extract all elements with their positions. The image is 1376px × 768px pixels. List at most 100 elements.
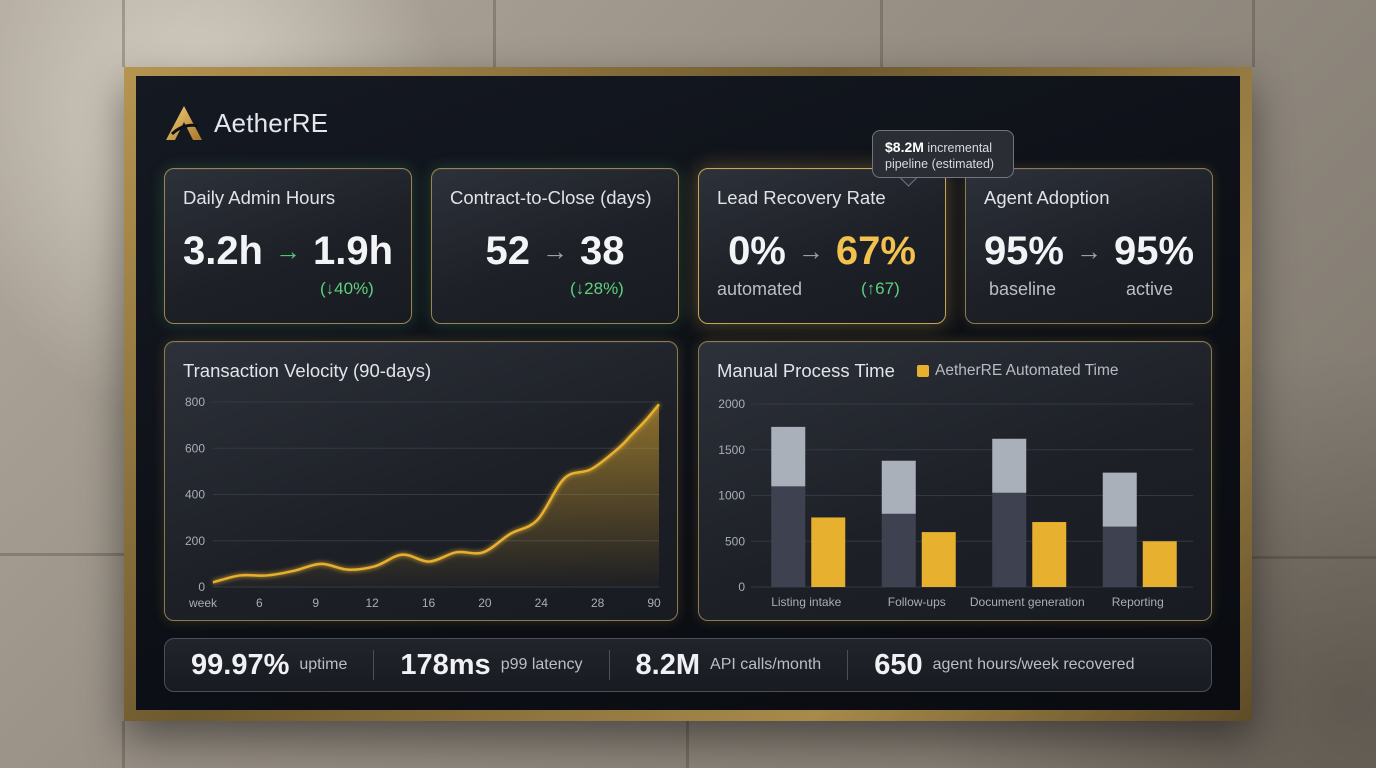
y-tick-label: 600 <box>185 441 205 455</box>
series-area <box>213 404 659 587</box>
kpi-before-value: 3.2h <box>182 229 263 273</box>
kpi-card-contract-to-close[interactable]: Contract-to-Close (days) 52 → 38 (↓28%) <box>431 168 679 324</box>
brand-logo[interactable]: AetherRE <box>164 104 328 142</box>
y-tick-label: 0 <box>738 580 745 594</box>
kpi-before-value: 0% <box>728 229 786 273</box>
kpi-title: Lead Recovery Rate <box>717 187 886 208</box>
x-tick-label: 28 <box>591 596 605 610</box>
tooltip-value: $8.2M <box>885 139 924 155</box>
x-tick-label: 90 <box>647 596 661 610</box>
y-tick-label: 2000 <box>718 397 745 411</box>
metric-uptime: 99.97% uptime <box>165 639 373 691</box>
metric-latency: 178ms p99 latency <box>374 639 608 691</box>
metric-value: 99.97% <box>191 648 290 681</box>
arrow-right-icon: → <box>797 236 824 266</box>
bar-manual-base <box>992 492 1027 587</box>
x-tick-label: 16 <box>422 596 436 610</box>
x-tick-label: Reporting <box>1112 595 1164 609</box>
transaction-velocity-chart: 0 200 400 600 800 week 6 9 12 16 20 24 28 90 <box>185 395 661 610</box>
tile-seam <box>122 721 125 768</box>
divider <box>847 650 849 680</box>
tile-seam <box>0 553 124 556</box>
kpi-values: 95% → 95% <box>966 229 1212 274</box>
kpi-after-value: 38 <box>580 229 625 273</box>
tile-seam <box>122 0 125 67</box>
bar-automated <box>811 517 846 587</box>
tile-seam <box>880 0 883 67</box>
kpi-before-value: 95% <box>983 229 1064 273</box>
divider <box>373 650 375 680</box>
metric-hours-recovered: 650 agent hours/week recovered <box>848 639 1160 691</box>
x-tick-label: Document generation <box>970 595 1085 609</box>
bar-manual-top <box>881 460 916 514</box>
y-tick-label: 800 <box>185 395 205 409</box>
tooltip-line1: incremental <box>927 141 993 155</box>
metric-label: p99 latency <box>500 656 583 673</box>
x-tick-label: 20 <box>478 596 492 610</box>
metric-label: agent hours/week recovered <box>932 656 1135 673</box>
bar-automated <box>1032 522 1067 587</box>
y-tick-label: 200 <box>185 534 205 548</box>
bar-automated <box>1142 541 1177 587</box>
metric-label: API calls/month <box>710 656 822 673</box>
kpi-delta: (↓40%) <box>320 279 374 298</box>
kpi-before-caption: automated <box>717 279 803 299</box>
kpi-delta: (↓28%) <box>570 279 624 298</box>
kpi-before-value: 52 <box>485 229 531 273</box>
kpi-title: Agent Adoption <box>984 187 1110 208</box>
bar-manual-base <box>881 513 916 587</box>
aether-logo-icon <box>166 106 202 140</box>
bar-automated <box>921 532 956 587</box>
metric-label: uptime <box>299 656 348 673</box>
bar-manual-base <box>1102 526 1137 587</box>
kpi-after-value: 1.9h <box>313 229 394 273</box>
bar-manual-top <box>771 426 806 487</box>
chart-legend: AetherRE Automated Time <box>917 362 1119 380</box>
y-tick-label: 1500 <box>718 443 745 457</box>
x-tick-label: 24 <box>535 596 549 610</box>
kpi-after-value: 95% <box>1114 229 1195 273</box>
arrow-right-icon: → <box>275 236 301 266</box>
chart-title: Manual Process Time <box>717 360 895 381</box>
y-tick-label: 500 <box>725 534 745 548</box>
dashboard-screen: AetherRE Daily Admin Hours 3.2h → 1.9h (… <box>136 76 1240 710</box>
divider <box>608 650 610 680</box>
kpi-before-caption: baseline <box>989 279 1057 299</box>
y-tick-label: 1000 <box>718 489 745 503</box>
kpi-title: Daily Admin Hours <box>183 187 336 208</box>
x-tick-label: 9 <box>312 596 319 610</box>
x-tick-label: Listing intake <box>771 595 841 609</box>
x-tick-label: 6 <box>256 596 263 610</box>
x-tick-label: 12 <box>365 596 379 610</box>
kpi-values: 52 → 38 <box>432 229 678 274</box>
bar-manual-top <box>992 438 1027 493</box>
metric-value: 178ms <box>400 648 491 681</box>
bar-manual-base <box>771 486 806 587</box>
arrow-right-icon: → <box>542 236 568 266</box>
x-tick-label: week <box>188 596 218 610</box>
x-tick-label: Follow-ups <box>888 595 946 609</box>
arrow-right-icon: → <box>1076 236 1102 266</box>
kpi-values: 3.2h → 1.9h <box>165 229 411 274</box>
kpi-after-value: 67% <box>835 229 916 273</box>
tile-seam <box>1252 556 1376 559</box>
y-tick-label: 400 <box>185 488 205 502</box>
kpi-card-admin-hours[interactable]: Daily Admin Hours 3.2h → 1.9h (↓40%) <box>164 168 412 324</box>
metric-value: 650 <box>874 648 923 681</box>
kpi-card-lead-recovery[interactable]: Lead Recovery Rate 0% → 67% automated (↑… <box>698 168 946 324</box>
transaction-velocity-panel[interactable]: Transaction Velocity (90-days) 0 200 400 60… <box>164 341 678 621</box>
kpi-delta: (↑67) <box>861 279 900 298</box>
metric-value: 8.2M <box>635 648 701 681</box>
process-time-panel[interactable]: Manual Process Time AetherRE Automated T… <box>698 341 1212 621</box>
pipeline-tooltip: $8.2M incremental pipeline (estimated) <box>872 130 1014 178</box>
tooltip-line2: pipeline (estimated) <box>885 157 995 171</box>
bar-manual-top <box>1102 472 1137 527</box>
kpi-title: Contract-to-Close (days) <box>450 187 652 208</box>
legend-label: AetherRE Automated Time <box>935 362 1119 379</box>
system-metrics-bar: 99.97% uptime 178ms p99 latency 8.2M API… <box>164 638 1212 692</box>
tile-seam <box>493 0 496 67</box>
kpi-card-agent-adoption[interactable]: Agent Adoption 95% → 95% baseline active <box>965 168 1213 324</box>
brand-name: AetherRE <box>214 107 329 138</box>
legend-swatch-icon <box>917 365 929 377</box>
metric-api-calls: 8.2M API calls/month <box>610 639 848 691</box>
